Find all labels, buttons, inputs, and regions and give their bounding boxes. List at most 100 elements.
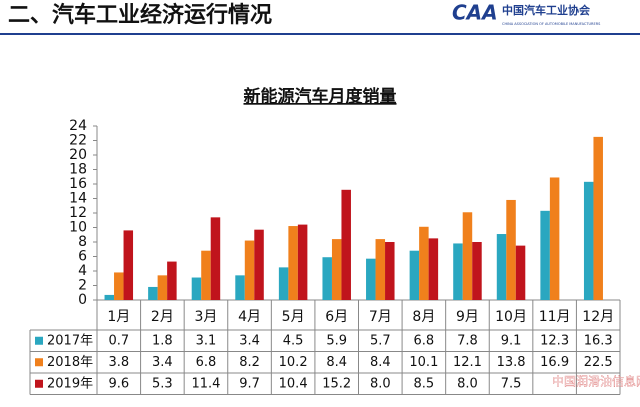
table-cell: 6.8 bbox=[414, 333, 435, 348]
x-tick-label: 4月 bbox=[238, 309, 261, 325]
table-cell: 8.0 bbox=[457, 376, 478, 391]
table-cell: 5.9 bbox=[326, 333, 347, 348]
bar bbox=[123, 230, 134, 300]
y-tick-label: 22 bbox=[69, 133, 87, 149]
bar bbox=[472, 242, 482, 300]
table-cell: 10.2 bbox=[279, 355, 308, 370]
legend-swatch bbox=[35, 336, 43, 345]
table-cell: 16.3 bbox=[584, 333, 613, 348]
legend-label: 2019年 bbox=[47, 376, 93, 391]
bar bbox=[419, 226, 429, 300]
bar bbox=[322, 257, 332, 300]
table-cell: 9.7 bbox=[239, 376, 260, 391]
legend-swatch bbox=[35, 358, 43, 367]
bar bbox=[593, 136, 603, 300]
slide-title: 二、汽车工业经济运行情况 bbox=[8, 2, 272, 28]
bar bbox=[148, 286, 158, 300]
y-tick-label: 4 bbox=[78, 263, 87, 279]
table-cell: 3.1 bbox=[196, 333, 217, 348]
x-tick-label: 11月 bbox=[539, 309, 571, 325]
legend-label: 2017年 bbox=[47, 333, 93, 348]
x-tick-label: 9月 bbox=[456, 309, 479, 325]
legend-label: 2018年 bbox=[47, 355, 93, 370]
bar bbox=[428, 238, 439, 300]
bar bbox=[341, 189, 351, 300]
bar bbox=[375, 239, 386, 300]
bar bbox=[254, 229, 264, 300]
bar bbox=[331, 239, 342, 300]
table-cell: 0.7 bbox=[108, 333, 129, 348]
bar bbox=[496, 234, 507, 300]
bar bbox=[583, 181, 594, 300]
logo-subtext: CHINA ASSOCIATION OF AUTOMOBILE MANUFACT… bbox=[502, 22, 601, 26]
table-cell: 12.3 bbox=[540, 333, 569, 348]
bar bbox=[210, 217, 221, 300]
table-cell: 7.5 bbox=[501, 376, 522, 391]
y-tick-label: 16 bbox=[69, 176, 87, 192]
table-cell: 13.8 bbox=[497, 355, 526, 370]
table-cell: 3.4 bbox=[152, 355, 173, 370]
x-tick-label: 8月 bbox=[412, 309, 435, 325]
bar bbox=[157, 275, 168, 300]
table-cell: 4.5 bbox=[283, 333, 304, 348]
x-tick-label: 6月 bbox=[325, 309, 348, 325]
x-tick-label: 5月 bbox=[282, 309, 305, 325]
table-cell: 5.7 bbox=[370, 333, 391, 348]
table-cell: 3.8 bbox=[108, 355, 129, 370]
bar bbox=[297, 224, 308, 300]
table-cell: 10.4 bbox=[279, 376, 308, 391]
bar bbox=[288, 226, 298, 300]
bar bbox=[167, 261, 177, 300]
x-tick-label: 10月 bbox=[495, 309, 527, 325]
y-tick-label: 20 bbox=[69, 147, 87, 163]
table-cell: 12.1 bbox=[453, 355, 482, 370]
bar bbox=[540, 210, 550, 300]
table-cell: 15.2 bbox=[322, 376, 351, 391]
bar bbox=[278, 267, 289, 300]
legend-swatch bbox=[35, 379, 43, 388]
x-tick-label: 12月 bbox=[582, 309, 614, 325]
bar bbox=[409, 250, 420, 300]
y-tick-label: 18 bbox=[69, 162, 87, 178]
bar bbox=[235, 275, 245, 300]
x-tick-label: 3月 bbox=[194, 309, 217, 325]
bar bbox=[104, 294, 115, 300]
table-cell: 5.3 bbox=[152, 376, 173, 391]
bar bbox=[201, 250, 211, 300]
y-tick-label: 12 bbox=[69, 205, 87, 221]
table-cell: 8.5 bbox=[414, 376, 435, 391]
table-cell: 3.4 bbox=[239, 333, 260, 348]
table-cell: 16.9 bbox=[540, 355, 569, 370]
table-cell: 9.6 bbox=[108, 376, 129, 391]
x-tick-label: 2月 bbox=[151, 309, 174, 325]
table-cell: 6.8 bbox=[196, 355, 217, 370]
table-cell: 8.0 bbox=[370, 376, 391, 391]
table-cell: 7.8 bbox=[457, 333, 478, 348]
bar bbox=[191, 277, 202, 300]
y-tick-label: 2 bbox=[78, 278, 87, 294]
y-tick-label: 10 bbox=[69, 220, 87, 236]
table-cell: 8.4 bbox=[370, 355, 391, 370]
logo: CAA 中国汽车工业协会 CHINA ASSOCIATION OF AUTOMO… bbox=[452, 1, 601, 27]
bar bbox=[453, 243, 463, 300]
bar bbox=[462, 212, 473, 300]
table-cell: 8.2 bbox=[239, 355, 260, 370]
y-tick-label: 8 bbox=[78, 234, 87, 250]
table-cell: 10.1 bbox=[409, 355, 438, 370]
bar bbox=[506, 199, 516, 300]
table-cell: 8.4 bbox=[326, 355, 347, 370]
bar bbox=[515, 245, 526, 300]
bar bbox=[549, 177, 560, 300]
y-tick-label: 24 bbox=[69, 118, 87, 134]
bar bbox=[366, 258, 376, 300]
y-tick-label: 14 bbox=[69, 191, 87, 207]
y-tick-label: 6 bbox=[78, 249, 87, 265]
x-tick-label: 7月 bbox=[369, 309, 392, 325]
watermark: 中国润滑油信息网 bbox=[552, 374, 640, 389]
table-cell: 1.8 bbox=[152, 333, 173, 348]
x-tick-label: 1月 bbox=[107, 309, 130, 325]
table-cell: 22.5 bbox=[584, 355, 613, 370]
logo-mark: CAA bbox=[452, 1, 498, 25]
bar bbox=[114, 272, 124, 300]
